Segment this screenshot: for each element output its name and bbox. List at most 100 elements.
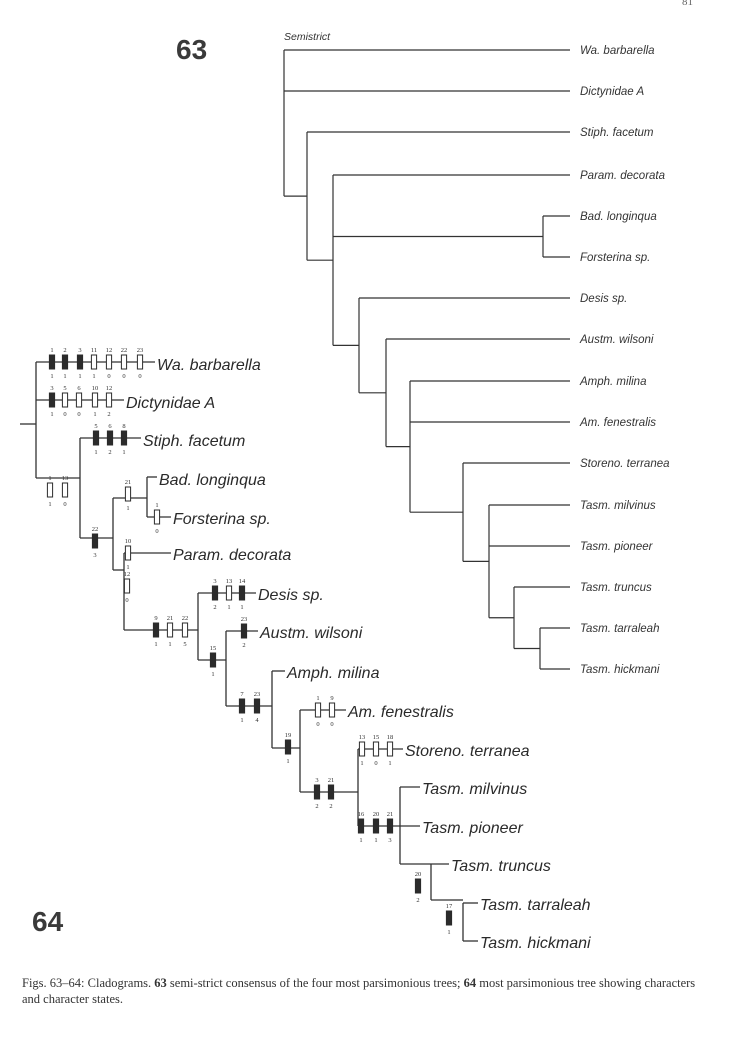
character-number: 13 xyxy=(226,578,233,585)
apomorphy-mark-filled xyxy=(238,585,246,601)
character-number: 3 xyxy=(78,347,81,354)
apomorphy-mark-open xyxy=(61,392,69,408)
character-number: 3 xyxy=(315,777,318,784)
figure-63-label: 63 xyxy=(176,34,208,65)
caption-ref-63: 63 xyxy=(154,976,167,990)
character-number: 14 xyxy=(239,578,246,585)
character-number: 3 xyxy=(50,385,53,392)
character-number: 3 xyxy=(213,578,216,585)
apomorphy-mark-open xyxy=(166,622,174,638)
character-state: 2 xyxy=(108,449,111,456)
character-state: 0 xyxy=(374,760,377,767)
tree63-taxon-label: Desis sp. xyxy=(580,293,627,305)
tree63-taxon-label: Param. decorata xyxy=(580,170,665,182)
tree63-taxon-label: Am. fenestralis xyxy=(579,417,656,429)
character-state: 1 xyxy=(50,411,53,418)
apomorphy-mark-filled xyxy=(386,818,394,834)
apomorphy-mark-filled xyxy=(106,430,114,446)
apomorphy-mark-open xyxy=(136,354,144,370)
consensus-label: Semistrict xyxy=(284,31,331,43)
character-number: 21 xyxy=(387,811,394,818)
tree63-taxon-label: Tasm. milvinus xyxy=(580,500,656,512)
character-state: 1 xyxy=(374,837,377,844)
apomorphy-mark-open xyxy=(372,741,380,757)
apomorphy-mark-filled xyxy=(48,392,56,408)
apomorphy-mark-open xyxy=(181,622,189,638)
tree64-taxon-label: Tasm. tarraleah xyxy=(480,897,591,914)
character-state: 1 xyxy=(211,671,214,678)
character-number: 6 xyxy=(77,385,81,392)
tree64-taxon-label: Stiph. facetum xyxy=(143,433,245,450)
character-number: 23 xyxy=(241,616,248,623)
character-number: 9 xyxy=(330,695,333,702)
tree63-taxon-label: Tasm. truncus xyxy=(580,582,652,594)
character-state: 1 xyxy=(63,373,66,380)
tree64-taxon-label: Desis sp. xyxy=(258,587,324,604)
caption-prefix: Figs. 63–64: Cladograms. xyxy=(22,976,155,990)
apomorphy-mark-open xyxy=(358,741,366,757)
character-number: 6 xyxy=(108,423,112,430)
character-state: 0 xyxy=(125,597,128,604)
apomorphy-mark-open xyxy=(123,578,131,594)
tree64-taxon-label: Austm. wilsoni xyxy=(259,625,363,642)
apomorphy-mark-open xyxy=(225,585,233,601)
tree64-taxon-label: Wa. barbarella xyxy=(157,357,261,374)
character-state: 3 xyxy=(388,837,391,844)
character-state: 1 xyxy=(94,449,97,456)
tree63-taxon-label: Storeno. terranea xyxy=(580,458,670,470)
tree64-taxon-label: Storeno. terranea xyxy=(405,743,530,760)
character-number: 10 xyxy=(125,538,132,545)
apomorphy-mark-filled xyxy=(211,585,219,601)
apomorphy-mark-open xyxy=(105,392,113,408)
apomorphy-mark-filled xyxy=(152,622,160,638)
apomorphy-mark-filled xyxy=(327,784,335,800)
character-number: 12 xyxy=(106,385,113,392)
character-state: 2 xyxy=(213,604,216,611)
caption-ref-64: 64 xyxy=(463,976,477,990)
character-state: 0 xyxy=(316,721,319,728)
character-number: 20 xyxy=(373,811,380,818)
character-state: 0 xyxy=(77,411,80,418)
apomorphy-mark-filled xyxy=(253,698,261,714)
apomorphy-mark-open xyxy=(75,392,83,408)
character-state: 0 xyxy=(107,373,110,380)
page-number: 81 xyxy=(682,0,693,8)
character-number: 16 xyxy=(358,811,365,818)
character-state: 0 xyxy=(63,501,66,508)
tree64-taxon-label: Param. decorata xyxy=(173,547,291,564)
tree63-taxon-label: Stiph. facetum xyxy=(580,127,654,139)
apomorphy-mark-open xyxy=(124,486,132,502)
character-number: 21 xyxy=(125,479,132,486)
character-number: 23 xyxy=(137,347,144,354)
character-number: 20 xyxy=(415,871,422,878)
character-state: 2 xyxy=(107,411,110,418)
character-state: 2 xyxy=(416,897,419,904)
tree64-taxon-label: Forsterina sp. xyxy=(173,511,271,528)
character-number: 23 xyxy=(254,691,261,698)
tree64-taxon-label: Tasm. milvinus xyxy=(422,781,527,798)
character-number: 10 xyxy=(92,385,99,392)
tree64-taxon-label: Dictynidae A xyxy=(126,395,215,412)
character-number: 22 xyxy=(121,347,128,354)
character-state: 1 xyxy=(126,564,129,571)
character-state: 1 xyxy=(286,758,289,765)
character-number: 8 xyxy=(122,423,125,430)
tree63-taxon-label: Amph. milina xyxy=(579,376,646,388)
character-state: 1 xyxy=(154,641,157,648)
character-number: 15 xyxy=(373,734,380,741)
tree63-taxon-label: Wa. barbarella xyxy=(580,45,655,57)
character-number: 5 xyxy=(94,423,97,430)
apomorphy-mark-filled xyxy=(284,739,292,755)
character-number: 22 xyxy=(182,615,189,622)
apomorphy-mark-open xyxy=(120,354,128,370)
figure-caption: Figs. 63–64: Cladograms. 63 semi-strict … xyxy=(22,975,712,1007)
character-state: 5 xyxy=(183,641,186,648)
apomorphy-mark-open xyxy=(46,482,54,498)
character-state: 1 xyxy=(50,373,53,380)
apomorphy-mark-filled xyxy=(91,533,99,549)
caption-text-64: most parsimonious tree showing character… xyxy=(22,976,696,1006)
tree64-taxon-label: Am. fenestralis xyxy=(347,704,454,721)
character-state: 1 xyxy=(92,373,95,380)
tree64-taxon-label: Bad. longinqua xyxy=(159,472,266,489)
